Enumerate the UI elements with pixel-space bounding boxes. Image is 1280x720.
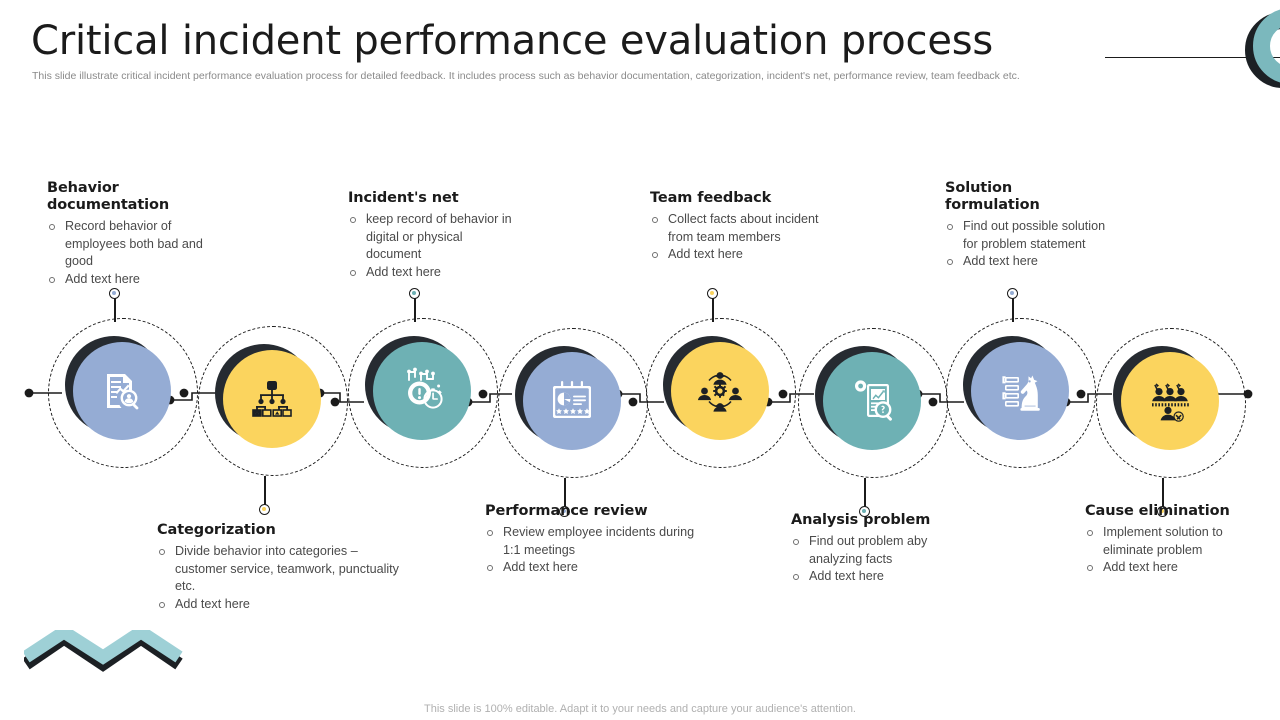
step-bullets: Record behavior of employees both bad an… — [47, 218, 222, 288]
step-bullet: keep record of behavior in digital or ph… — [348, 211, 518, 264]
node-stem — [114, 294, 116, 322]
step-bullet: Collect facts about incident from team m… — [650, 211, 825, 246]
node-disc — [971, 342, 1069, 440]
dashboard-rating-icon — [553, 381, 591, 418]
step-bullet: Divide behavior into categories – custom… — [157, 543, 412, 596]
node-disc — [1121, 352, 1219, 450]
step-title: Team feedback — [650, 190, 772, 206]
step-bullet: Add text here — [1085, 559, 1253, 577]
step-bullet: Add text here — [945, 253, 1110, 271]
step-bullet: Implement solution to eliminate problem — [1085, 524, 1253, 559]
node-dashed-ring — [48, 318, 198, 468]
step-text-8: Cause elimination Implement solution to … — [1085, 503, 1253, 577]
step-title: Categorization — [157, 522, 276, 538]
node-marker — [859, 506, 870, 517]
node-disc — [223, 350, 321, 448]
step-bullets: keep record of behavior in digital or ph… — [348, 211, 518, 281]
node-marker — [559, 506, 570, 517]
step-title: Solution formulation — [945, 180, 1040, 213]
node-stem — [264, 476, 266, 506]
node-stem — [1012, 294, 1014, 322]
step-title: Incident's net — [348, 190, 459, 206]
node-stem — [712, 294, 714, 322]
step-bullet: Record behavior of employees both bad an… — [47, 218, 222, 271]
step-bullet: Add text here — [47, 271, 222, 289]
step-bullets: Find out possible solution for problem s… — [945, 218, 1110, 271]
header-rule — [1105, 57, 1280, 58]
step-text-1: Behavior documentation Record behavior o… — [47, 180, 222, 288]
step-text-5: Team feedback Collect facts about incide… — [650, 190, 825, 264]
step-title: Analysis problem — [791, 512, 931, 528]
node-dashed-ring — [646, 318, 796, 468]
chess-knight-strategy-icon — [1002, 375, 1040, 411]
node-stem — [564, 478, 566, 508]
node-disc — [671, 342, 769, 440]
step-bullets: Implement solution to eliminate problem … — [1085, 524, 1253, 577]
step-bullet: Find out possible solution for problem s… — [945, 218, 1110, 253]
node-disc — [523, 352, 621, 450]
report-magnifier-icon — [854, 380, 892, 421]
node-marker — [409, 288, 420, 299]
step-title: Cause elimination — [1085, 503, 1230, 519]
gear-alert-timer-icon — [407, 367, 443, 409]
node-dashed-ring — [1096, 328, 1246, 478]
step-bullet: Add text here — [650, 246, 825, 264]
step-bullets: Review employee incidents during 1:1 mee… — [485, 524, 700, 577]
step-bullet: Add text here — [157, 596, 412, 614]
node-disc — [73, 342, 171, 440]
step-text-7: Solution formulation Find out possible s… — [945, 180, 1110, 271]
node-disc — [373, 342, 471, 440]
node-stem — [414, 294, 416, 322]
node-disc — [823, 352, 921, 450]
step-bullet: Add text here — [485, 559, 700, 577]
node-stem — [864, 478, 866, 508]
node-marker — [109, 288, 120, 299]
node-dashed-ring — [946, 318, 1096, 468]
node-marker — [1157, 506, 1168, 517]
step-bullet: Add text here — [348, 264, 518, 282]
step-bullet: Add text here — [791, 568, 981, 586]
footer-note: This slide is 100% editable. Adapt it to… — [424, 703, 856, 715]
node-marker — [707, 288, 718, 299]
hierarchy-chart-icon — [252, 381, 292, 417]
people-remove-icon — [1152, 383, 1189, 422]
step-bullet: Find out problem aby analyzing facts — [791, 533, 981, 568]
node-stem — [1162, 478, 1164, 508]
node-marker — [1007, 288, 1018, 299]
step-text-3: Incident's net keep record of behavior i… — [348, 190, 518, 281]
step-bullets: Find out problem aby analyzing facts Add… — [791, 533, 981, 586]
page-title: Critical incident performance evaluation… — [31, 18, 994, 64]
zigzag-decoration-icon — [24, 630, 183, 672]
step-text-4: Performance review Review employee incid… — [485, 503, 700, 577]
ring-decoration-icon — [1245, 8, 1280, 94]
node-dashed-ring — [198, 326, 348, 476]
step-title: Performance review — [485, 503, 648, 519]
step-text-2: Categorization Divide behavior into cate… — [157, 522, 412, 613]
page-subtitle: This slide illustrate critical incident … — [32, 70, 1020, 82]
step-text-6: Analysis problem Find out problem aby an… — [791, 512, 981, 586]
step-bullets: Collect facts about incident from team m… — [650, 211, 825, 264]
step-bullets: Divide behavior into categories – custom… — [157, 543, 412, 613]
team-collaboration-icon — [697, 372, 743, 412]
node-dashed-ring — [348, 318, 498, 468]
step-title: Behavior documentation — [47, 180, 170, 213]
document-search-icon — [107, 374, 139, 410]
node-marker — [259, 504, 270, 515]
step-bullet: Review employee incidents during 1:1 mee… — [485, 524, 700, 559]
